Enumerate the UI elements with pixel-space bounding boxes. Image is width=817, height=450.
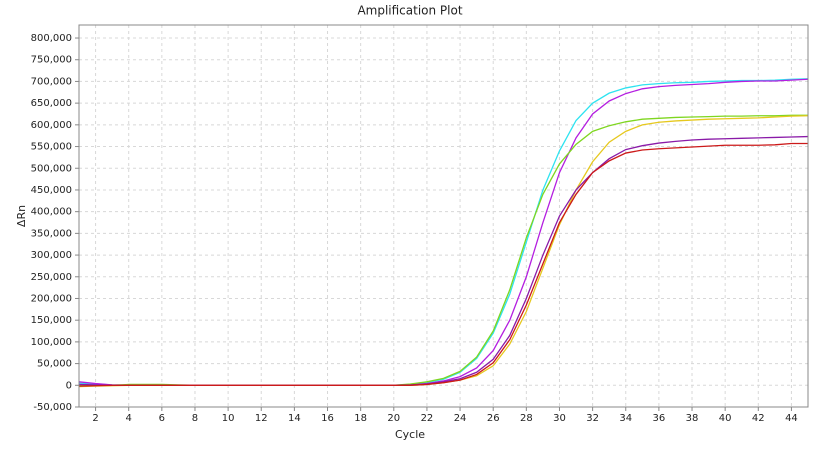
x-tick-label: 44	[785, 413, 798, 424]
plot-frame	[78, 24, 809, 408]
series-line	[78, 142, 808, 387]
x-tick-label: 36	[653, 413, 666, 424]
x-tick-label: 12	[255, 413, 268, 424]
plot-lines	[78, 78, 809, 388]
x-tick-label: 34	[619, 413, 632, 424]
series-line	[79, 114, 808, 386]
x-tick-label: 38	[686, 413, 699, 424]
y-tick-label: 50,000	[37, 359, 72, 370]
y-tick-label: 100,000	[31, 337, 72, 348]
series-line	[78, 115, 809, 388]
x-tick-label: 4	[126, 413, 132, 424]
x-tick-label: 24	[454, 413, 467, 424]
x-tick-label: 42	[752, 413, 765, 424]
x-tick-label: 14	[288, 413, 301, 424]
y-tick-label: 650,000	[31, 98, 72, 109]
y-tick-label: 550,000	[31, 142, 72, 153]
x-axis-label: Cycle	[395, 428, 425, 441]
series-line	[78, 135, 809, 386]
x-tick-label: 2	[92, 413, 98, 424]
x-tick-label: 40	[719, 413, 732, 424]
chart-title: Amplification Plot	[357, 4, 462, 18]
y-tick-label: 500,000	[31, 163, 72, 174]
x-tick-label: 32	[586, 413, 599, 424]
x-tick-label: 20	[387, 413, 400, 424]
y-tick-label: 350,000	[31, 228, 72, 239]
x-tick-label: 10	[222, 413, 235, 424]
y-tick-label: 800,000	[31, 33, 72, 44]
y-tick-label: 0	[66, 380, 72, 391]
x-tick-label: 16	[321, 413, 334, 424]
y-tick-label: 400,000	[31, 207, 72, 218]
x-tick-label: 30	[553, 413, 566, 424]
y-axis-label: ΔRn	[15, 205, 28, 227]
y-tick-label: 250,000	[31, 272, 72, 283]
x-tick-label: 26	[487, 413, 500, 424]
x-tick-label: 18	[354, 413, 367, 424]
x-tick-label: 8	[192, 413, 198, 424]
y-tick-label: 450,000	[31, 185, 72, 196]
x-tick-label: 6	[159, 413, 165, 424]
y-tick-label: 700,000	[31, 76, 72, 87]
y-tick-label: -50,000	[33, 402, 72, 413]
y-tick-label: 200,000	[31, 293, 72, 304]
y-tick-label: 750,000	[31, 55, 72, 66]
grid	[79, 25, 808, 408]
y-tick-label: 150,000	[31, 315, 72, 326]
y-tick-label: 600,000	[31, 120, 72, 131]
x-tick-label: 22	[421, 413, 434, 424]
x-tick-label: 28	[520, 413, 533, 424]
y-tick-label: 300,000	[31, 250, 72, 261]
